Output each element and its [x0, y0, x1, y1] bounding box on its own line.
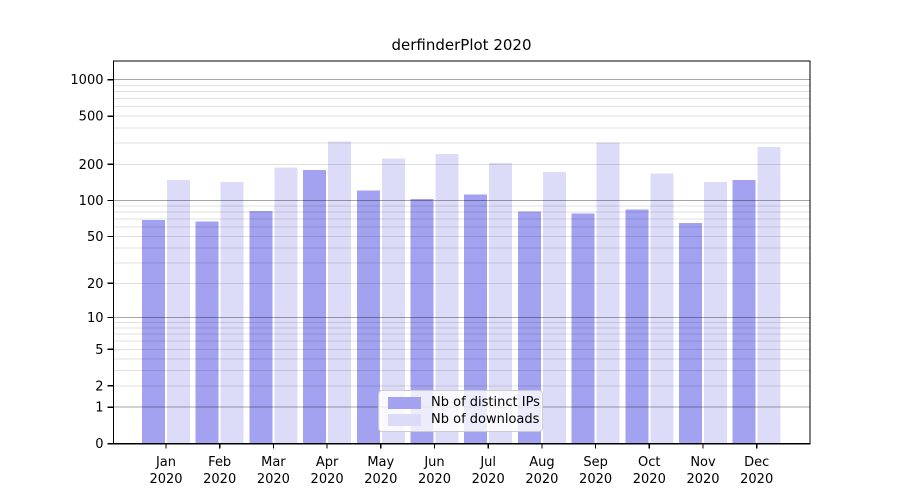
- y-tick-label-200: 200: [79, 158, 104, 173]
- bar-downloads-feb: [220, 181, 244, 444]
- y-tick-label-500: 500: [79, 110, 104, 125]
- y-tick-label-0: 0: [95, 437, 103, 452]
- bar-ips-mar: [249, 210, 273, 444]
- y-tick-label-1000: 1000: [70, 73, 103, 88]
- bar-ips-jun: [410, 199, 434, 444]
- x-tick-label-month-may: May: [367, 455, 394, 470]
- x-tick-label-year-jul: 2020: [472, 472, 505, 487]
- bar-ips-aug: [517, 211, 541, 444]
- x-tick-label-month-mar: Mar: [261, 455, 286, 470]
- y-tick-label-10: 10: [87, 311, 104, 326]
- axes-group: [107, 60, 811, 449]
- x-tick-label-month-oct: Oct: [638, 455, 660, 470]
- y-tick-label-5: 5: [95, 343, 103, 358]
- x-tick-label-year-feb: 2020: [203, 472, 236, 487]
- plot-border: [112, 60, 811, 445]
- bar-ips-nov: [679, 223, 702, 444]
- bar-downloads-mar: [274, 167, 298, 444]
- x-tick-label-month-aug: Aug: [529, 455, 554, 470]
- y-tick-label-50: 50: [87, 230, 104, 245]
- x-tick-label-year-aug: 2020: [525, 472, 558, 487]
- bar-ips-dec: [732, 180, 756, 444]
- x-tick-label-month-apr: Apr: [316, 455, 339, 470]
- x-tick-label-year-nov: 2020: [686, 472, 719, 487]
- x-tick-label-month-jan: Jan: [155, 455, 176, 470]
- legend-swatch-downloads: [388, 413, 421, 426]
- bar-ips-oct: [625, 209, 649, 444]
- x-tick-label-month-jun: Jun: [423, 455, 444, 470]
- x-tick-label-year-sep: 2020: [579, 472, 612, 487]
- bar-downloads-apr: [328, 141, 352, 444]
- bar-downloads-jun: [435, 153, 459, 444]
- bar-ips-jul: [464, 194, 488, 444]
- bar-downloads-aug: [542, 172, 566, 444]
- bar-downloads-sep: [596, 142, 620, 444]
- legend: Nb of distinct IPs Nb of downloads: [378, 390, 543, 432]
- bar-downloads-nov: [704, 181, 727, 444]
- y-tick-label-20: 20: [87, 277, 104, 292]
- bar-downloads-jul: [489, 162, 513, 444]
- legend-label-distinct-ips: Nb of distinct IPs: [431, 395, 540, 410]
- chart-title: derfinderPlot 2020: [391, 36, 532, 54]
- bar-downloads-dec: [757, 147, 781, 444]
- legend-item-downloads: Nb of downloads: [388, 412, 539, 427]
- y-tick-label-2: 2: [95, 379, 103, 394]
- bar-ips-sep: [571, 213, 595, 444]
- bar-ips-jan: [142, 219, 165, 444]
- legend-swatch-distinct-ips: [388, 396, 421, 409]
- x-tick-label-month-jul: Jul: [479, 455, 496, 470]
- bar-downloads-may: [381, 158, 405, 444]
- x-tick-label-month-sep: Sep: [583, 455, 608, 470]
- x-tick-label-year-may: 2020: [364, 472, 397, 487]
- legend-item-distinct-ips: Nb of distinct IPs: [388, 395, 540, 410]
- x-tick-label-year-oct: 2020: [633, 472, 666, 487]
- tick-labels-group: 0 1 2 5 10 20 50 100 200 500 1000 Jan 2020 Feb 2020 Mar…: [70, 73, 773, 487]
- legend-label-downloads: Nb of downloads: [431, 412, 540, 427]
- x-tick-label-year-apr: 2020: [311, 472, 344, 487]
- y-tick-label-1: 1: [95, 401, 103, 416]
- x-tick-label-month-nov: Nov: [690, 455, 716, 470]
- bar-ips-feb: [195, 221, 219, 444]
- bar-downloads-jan: [167, 180, 190, 444]
- x-tick-label-year-jun: 2020: [418, 472, 451, 487]
- gridlines-group: [113, 79, 810, 408]
- bar-ips-apr: [303, 170, 327, 444]
- bar-downloads-oct: [650, 173, 674, 444]
- bars-group: [142, 141, 781, 444]
- x-tick-label-month-feb: Feb: [208, 455, 231, 470]
- x-tick-label-year-mar: 2020: [257, 472, 290, 487]
- x-tick-label-year-jan: 2020: [149, 472, 182, 487]
- x-tick-label-month-dec: Dec: [744, 455, 769, 470]
- x-tick-label-year-dec: 2020: [740, 472, 773, 487]
- y-tick-label-100: 100: [79, 194, 104, 209]
- bar-ips-may: [356, 190, 380, 444]
